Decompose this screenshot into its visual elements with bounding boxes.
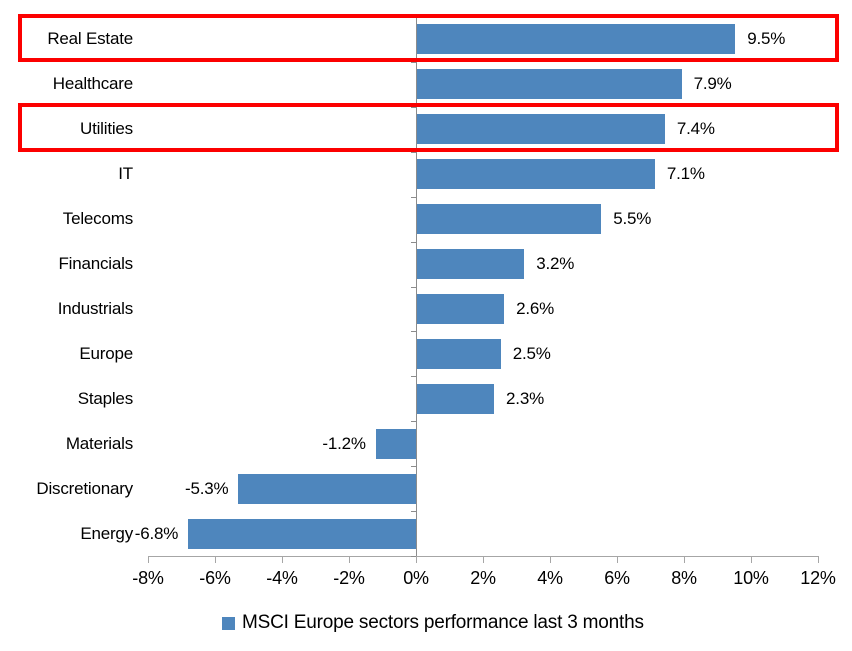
category-label: Discretionary <box>36 478 133 498</box>
highlight-box-real-estate <box>18 13 839 63</box>
x-axis-tick <box>684 556 685 563</box>
bar-financials <box>417 249 525 280</box>
category-label: Materials <box>65 433 133 453</box>
bar-industrials <box>417 293 505 324</box>
x-axis-tick <box>483 556 484 563</box>
x-axis-tick <box>416 556 417 563</box>
category-label: Europe <box>79 343 133 363</box>
value-label: 7.9% <box>693 74 732 94</box>
value-label: 2.3% <box>506 388 544 408</box>
x-axis-tick <box>349 556 350 563</box>
bar-utilities <box>417 114 665 145</box>
category-axis-tick <box>411 61 417 63</box>
category-label: Industrials <box>57 298 133 318</box>
category-label: Real Estate <box>47 29 133 49</box>
category-axis-tick <box>411 286 417 288</box>
value-label: 2.6% <box>516 298 555 318</box>
x-axis-tick <box>215 556 216 563</box>
legend-label: MSCI Europe sectors performance last 3 m… <box>242 612 644 633</box>
x-tick-label: -6% <box>199 568 231 588</box>
category-axis-tick <box>411 17 417 18</box>
category-axis-tick <box>411 106 417 108</box>
x-axis-tick <box>282 556 283 563</box>
bar-real-estate <box>417 24 736 55</box>
x-axis-tick <box>550 556 551 563</box>
bar-europe <box>417 338 501 369</box>
value-label: -6.8% <box>134 523 179 543</box>
value-label: -1.2% <box>322 433 366 453</box>
bar-energy <box>188 518 416 549</box>
bar-discretionary <box>238 473 416 504</box>
category-axis-tick <box>411 421 417 423</box>
category-axis-tick <box>411 376 417 378</box>
x-tick-label: 8% <box>671 568 697 588</box>
bar-materials <box>375 428 416 459</box>
legend-marker-icon <box>222 616 235 630</box>
category-axis-tick <box>411 151 417 153</box>
category-label: Utilities <box>80 119 133 139</box>
x-tick-label: 0% <box>403 568 429 588</box>
category-label: Financials <box>58 254 133 274</box>
x-axis-tick <box>148 556 149 563</box>
category-label: Telecoms <box>62 209 133 229</box>
category-label: Healthcare <box>52 74 133 94</box>
highlight-box-utilities <box>18 103 839 153</box>
x-tick-label: 10% <box>733 568 769 588</box>
value-label: 7.1% <box>666 164 705 184</box>
x-axis-tick <box>818 556 819 563</box>
category-label: Staples <box>77 388 134 408</box>
bar-staples <box>417 383 495 414</box>
x-tick-label: 4% <box>537 568 563 588</box>
bar-it <box>417 159 655 190</box>
category-axis-tick <box>411 196 417 198</box>
category-label: IT <box>118 164 133 184</box>
category-axis-tick <box>411 556 417 557</box>
value-label: -5.3% <box>185 478 229 498</box>
x-tick-label: -2% <box>333 568 365 588</box>
value-label: 2.5% <box>512 343 551 363</box>
category-axis-tick <box>411 511 417 513</box>
x-axis-tick <box>751 556 752 563</box>
x-axis-tick <box>617 556 618 563</box>
value-label: 5.5% <box>613 209 652 229</box>
x-tick-label: -8% <box>132 568 164 588</box>
bar-telecoms <box>417 204 602 235</box>
zero-axis-line <box>416 17 417 560</box>
value-label: 3.2% <box>536 254 575 274</box>
x-tick-label: 6% <box>604 568 630 588</box>
category-axis-tick <box>411 466 417 468</box>
x-tick-label: 12% <box>800 568 836 588</box>
x-tick-label: 2% <box>470 568 496 588</box>
bar-healthcare <box>417 69 682 100</box>
category-label: Energy <box>80 523 133 543</box>
category-axis-tick <box>411 241 417 243</box>
legend: MSCI Europe sectors performance last 3 m… <box>222 608 644 638</box>
category-axis-tick <box>411 331 417 333</box>
value-label: 7.4% <box>676 119 715 139</box>
x-tick-label: -4% <box>266 568 298 588</box>
value-label: 9.5% <box>747 29 786 49</box>
